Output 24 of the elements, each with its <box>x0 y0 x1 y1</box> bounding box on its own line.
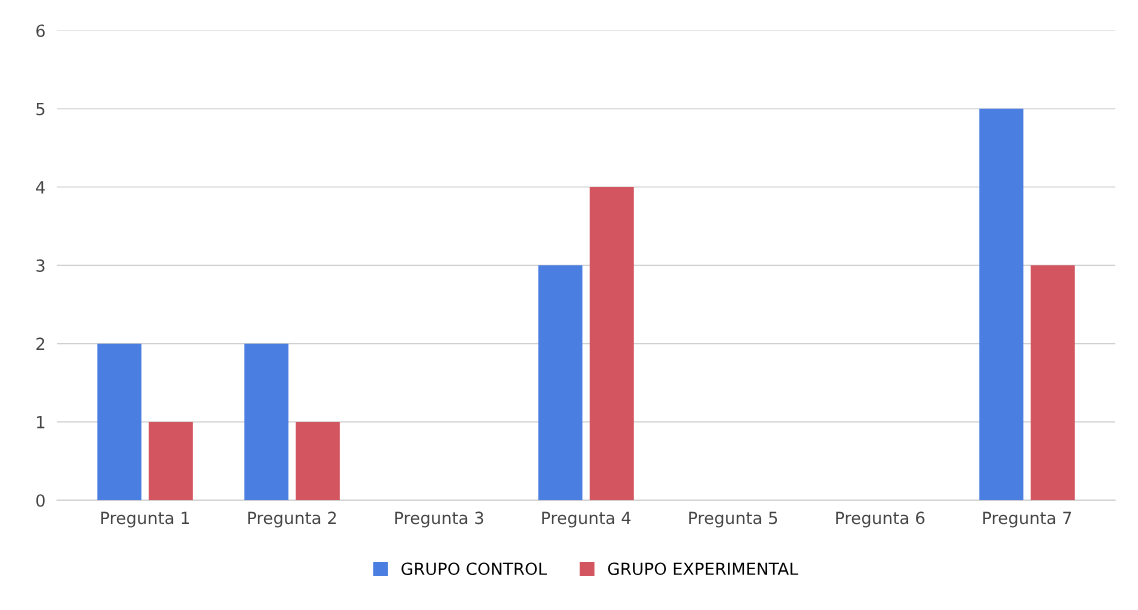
y-tick-label: 3 <box>36 259 45 272</box>
bar <box>148 421 193 501</box>
legend-label: GRUPO CONTROL <box>401 562 548 576</box>
x-tick-label: Pregunta 7 <box>983 511 1072 528</box>
y-tick-label: 0 <box>36 494 45 507</box>
x-tick-label: Pregunta 1 <box>101 511 189 528</box>
bar <box>295 421 340 501</box>
bar <box>979 108 1024 501</box>
bar <box>538 265 583 501</box>
y-tick-label: 1 <box>37 416 45 429</box>
bar <box>97 343 142 501</box>
x-tick-label: Pregunta 5 <box>689 511 778 528</box>
legend-label: GRUPO EXPERIMENTAL <box>608 562 799 576</box>
y-tick-label: 4 <box>36 181 45 194</box>
y-tick-label: 6 <box>36 24 45 38</box>
bar <box>1030 265 1075 501</box>
x-tick-label: Pregunta 4 <box>542 511 631 528</box>
x-tick-label: Pregunta 3 <box>395 511 484 528</box>
bar <box>244 343 289 501</box>
x-tick-label: Pregunta 2 <box>248 511 336 528</box>
x-tick-label: Pregunta 6 <box>836 511 925 528</box>
y-tick-label: 2 <box>36 337 45 350</box>
bar <box>589 187 634 501</box>
y-tick-label: 5 <box>36 102 45 116</box>
